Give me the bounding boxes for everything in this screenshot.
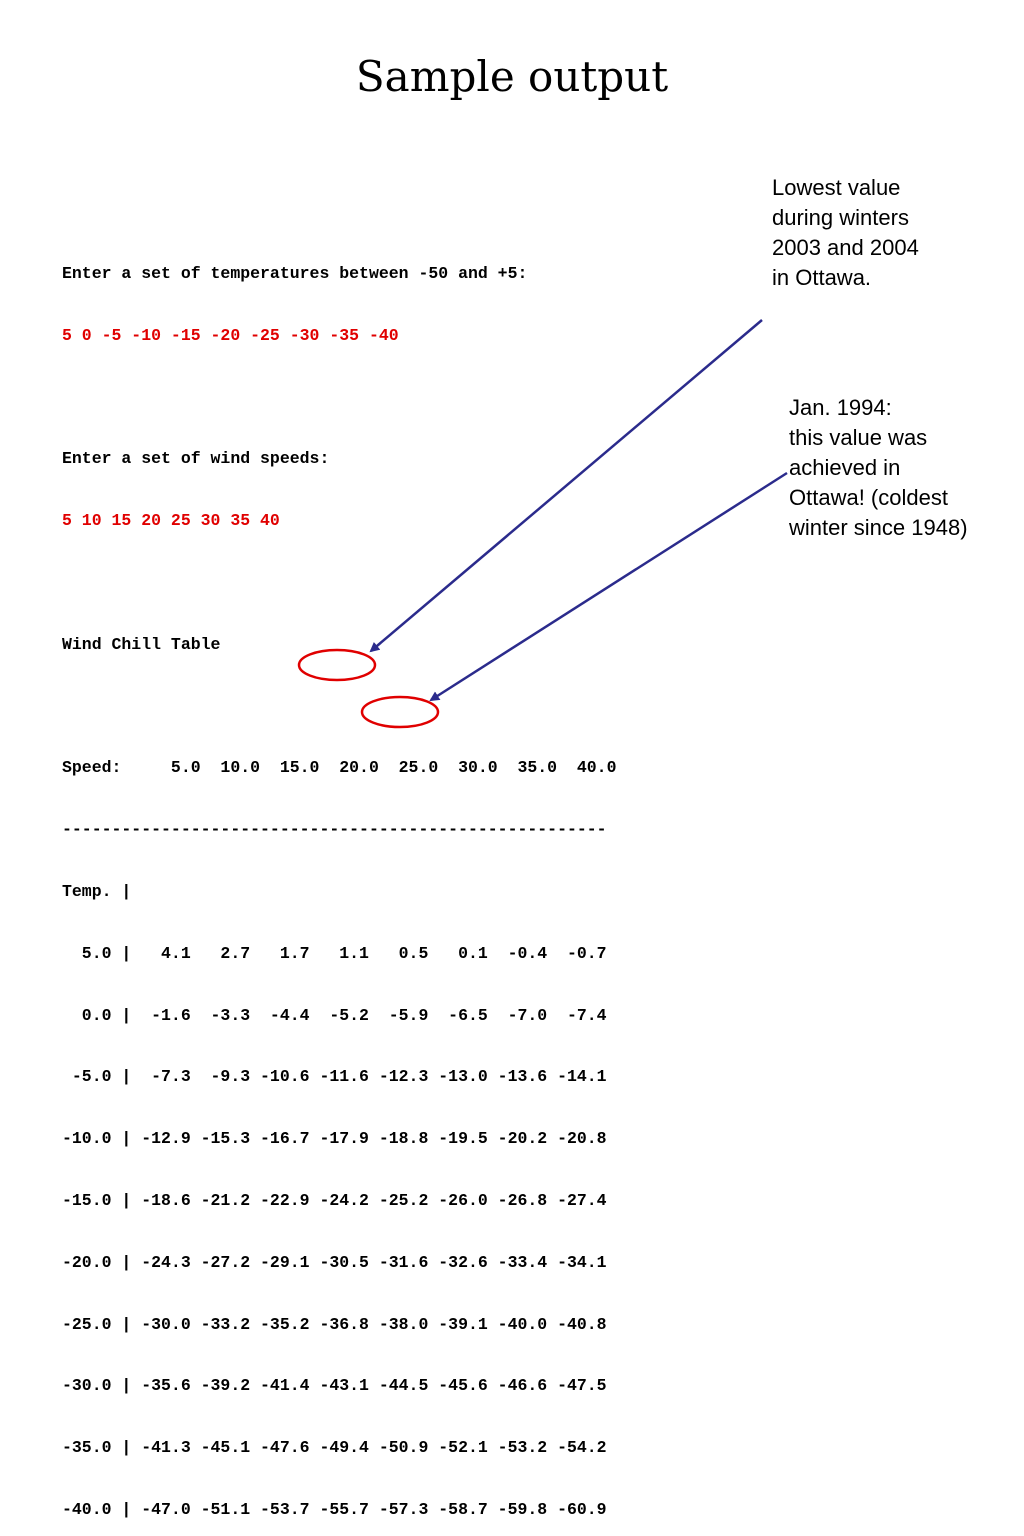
slide-title: Sample output xyxy=(355,52,669,101)
note-line: winter since 1948) xyxy=(789,515,968,540)
table-separator: ----------------------------------------… xyxy=(62,820,607,840)
table-row: -40.0 | -47.0 -51.1 -53.7 -55.7 -57.3 -5… xyxy=(62,1499,607,1519)
arrow-to-1994 xyxy=(429,471,788,702)
jan-1994-note: Jan. 1994: this value was achieved in Ot… xyxy=(789,393,968,543)
temperature-input: 5 0 -5 -10 -15 -20 -25 -30 -35 -40 xyxy=(62,325,399,345)
lowest-value-note: Lowest value during winters 2003 and 200… xyxy=(772,173,919,293)
note-line: Lowest value xyxy=(772,175,901,200)
note-line: 2003 and 2004 xyxy=(772,235,919,260)
annotation-overlay xyxy=(297,319,788,729)
wind-input: 5 10 15 20 25 30 35 40 xyxy=(62,511,280,531)
note-line: achieved in xyxy=(789,455,901,480)
temp-label: Temp. | xyxy=(62,881,132,901)
note-line: Ottawa! (coldest xyxy=(789,485,948,510)
highlight-circle-lowest xyxy=(297,648,377,682)
highlight-circle-1994 xyxy=(360,695,440,729)
note-line: during winters xyxy=(772,205,909,230)
table-row: -25.0 | -30.0 -33.2 -35.2 -36.8 -38.0 -3… xyxy=(62,1314,607,1334)
temperature-prompt: Enter a set of temperatures between -50 … xyxy=(62,264,528,283)
wind-prompt: Enter a set of wind speeds: xyxy=(62,449,330,469)
table-row: -5.0 | -7.3 -9.3 -10.6 -11.6 -12.3 -13.0… xyxy=(62,1067,607,1087)
table-row: 5.0 | 4.1 2.7 1.7 1.1 0.5 0.1 -0.4 -0.7 xyxy=(62,943,607,963)
table-title: Wind Chill Table xyxy=(62,634,221,654)
table-row: -20.0 | -24.3 -27.2 -29.1 -30.5 -31.6 -3… xyxy=(62,1252,607,1272)
table-row: -35.0 | -41.3 -45.1 -47.6 -49.4 -50.9 -5… xyxy=(62,1438,607,1458)
table-row: -10.0 | -12.9 -15.3 -16.7 -17.9 -18.8 -1… xyxy=(62,1129,607,1149)
arrow-to-lowest xyxy=(369,319,763,653)
note-line: this value was xyxy=(789,425,928,450)
note-line: in Ottawa. xyxy=(772,265,872,290)
table-row: -30.0 | -35.6 -39.2 -41.4 -43.1 -44.5 -4… xyxy=(62,1376,607,1396)
table-row: 0.0 | -1.6 -3.3 -4.4 -5.2 -5.9 -6.5 -7.0… xyxy=(62,1005,607,1025)
note-line: Jan. 1994: xyxy=(789,395,892,420)
table-row: -15.0 | -18.6 -21.2 -22.9 -24.2 -25.2 -2… xyxy=(62,1190,607,1210)
